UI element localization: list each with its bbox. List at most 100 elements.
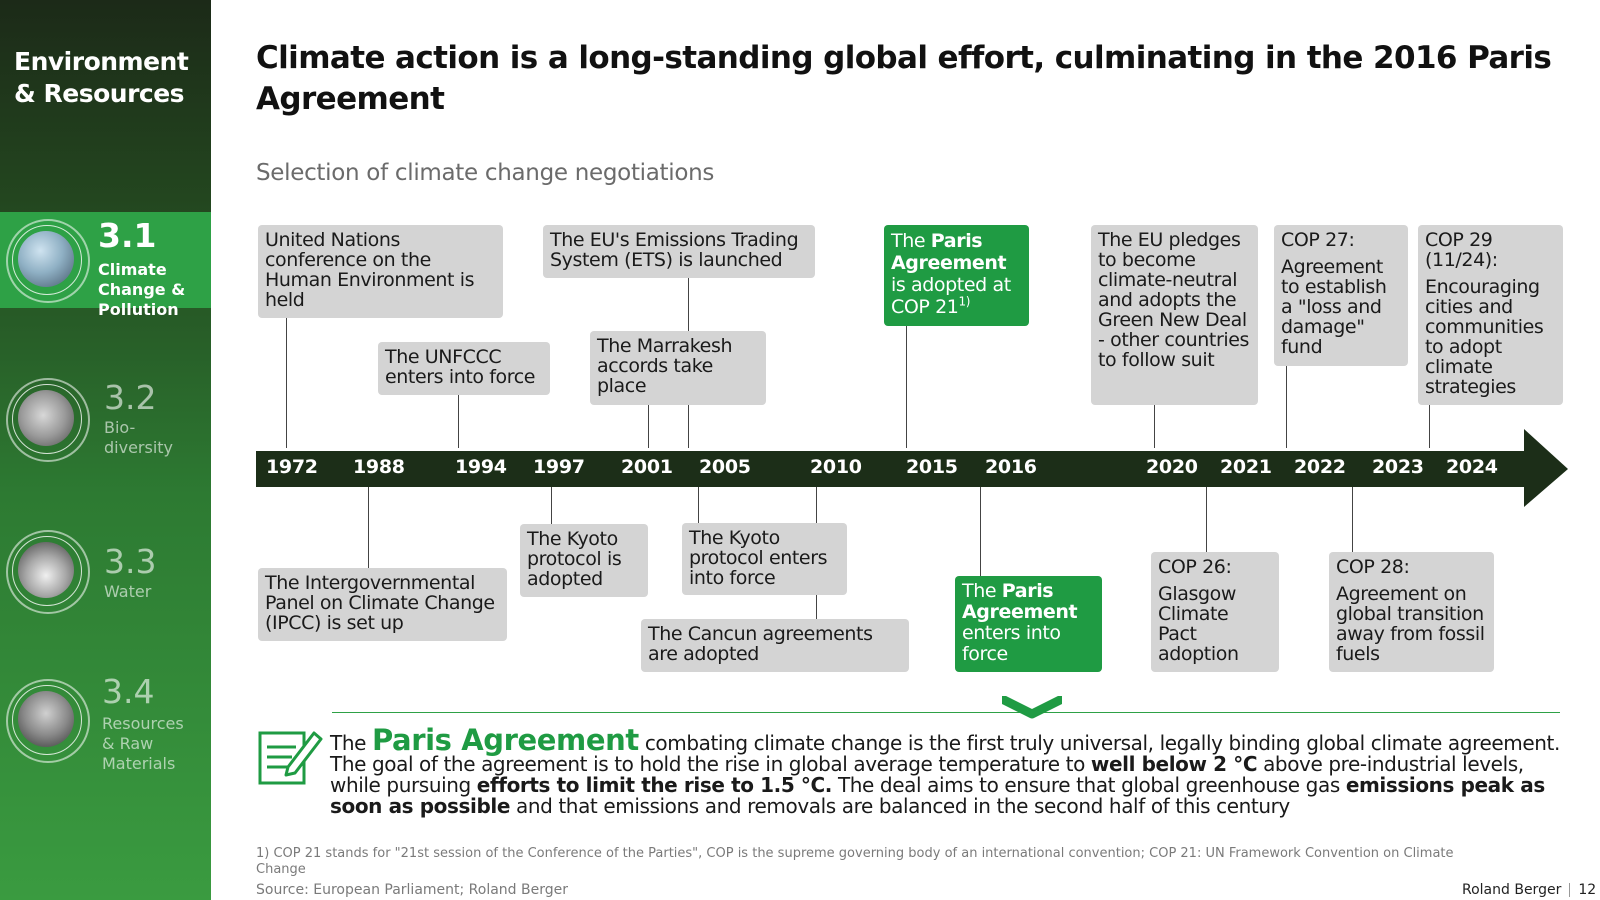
event-heading: COP 28:	[1336, 556, 1410, 578]
bird-photo-icon	[18, 390, 74, 446]
label-line: Water	[104, 582, 152, 601]
paris-agreement-summary: The Paris Agreement combating climate ch…	[330, 726, 1560, 818]
section-title-line2: & Resources	[14, 79, 185, 108]
ring-outer	[6, 378, 90, 462]
event-box-2024: COP 29 (11/24): Encouraging cities and c…	[1418, 225, 1563, 405]
paris-bold: Paris Agreement	[891, 230, 1007, 274]
label-line: & Raw	[102, 734, 154, 753]
year-label: 2010	[810, 456, 862, 478]
event-box-2023: COP 28: Agreement on global transition a…	[1329, 552, 1494, 672]
year-label: 1988	[353, 456, 405, 478]
water-thumbnail	[6, 530, 90, 614]
year-label: 2001	[621, 456, 673, 478]
sidebar-item-number: 3.2	[104, 378, 157, 417]
paris-suffix: enters into force	[962, 622, 1061, 665]
footnote: 1) COP 21 stands for "21st session of th…	[256, 846, 1454, 877]
connector-line	[906, 325, 907, 448]
connector-line	[368, 486, 369, 568]
paris-suffix: is adopted at COP 21	[891, 274, 1011, 318]
ring-inner	[12, 384, 82, 454]
event-box-2016-paris: The Paris Agreement enters into force	[955, 576, 1102, 672]
year-label: 2005	[699, 456, 751, 478]
connector-line	[551, 486, 552, 524]
year-label: 2024	[1446, 456, 1498, 478]
event-detail: Agreement on global transition away from…	[1336, 583, 1485, 665]
year-label: 2021	[1220, 456, 1272, 478]
connector-line	[286, 318, 287, 448]
divider	[1569, 883, 1571, 897]
page-subtitle: Selection of climate change negotiations	[256, 160, 715, 186]
label-line: Materials	[102, 754, 176, 773]
section-title: Environment & Resources	[14, 46, 204, 110]
event-detail: Encouraging cities and communities to ad…	[1425, 276, 1544, 398]
section-divider	[332, 712, 1560, 713]
sidebar-item-label: Water	[104, 582, 151, 602]
sidebar-item-biodiversity[interactable]: 3.2 Bio- diversity	[0, 368, 211, 464]
footnote-marker: 1)	[958, 294, 971, 309]
ring-inner	[12, 225, 82, 295]
label-line: Resources	[102, 714, 184, 733]
sidebar-item-label: Climate Change & Pollution	[98, 260, 185, 320]
connector-line	[1206, 486, 1207, 552]
sidebar-item-label: Resources & Raw Materials	[102, 714, 184, 774]
mine-photo-icon	[18, 691, 74, 747]
paris-prefix: The	[891, 230, 931, 252]
sidebar-item-climate[interactable]: 3.1 Climate Change & Pollution	[0, 212, 211, 319]
ring-outer	[6, 679, 90, 763]
ring-outer	[6, 530, 90, 614]
event-detail: Glasgow Climate Pact adoption	[1158, 583, 1239, 665]
event-box-2022: COP 27: Agreement to establish a "loss a…	[1274, 225, 1408, 366]
ring-outer	[6, 219, 90, 303]
sidebar-item-water[interactable]: 3.3 Water	[0, 524, 211, 620]
paris-prefix: The	[962, 580, 1002, 602]
sidebar-item-number: 3.1	[98, 216, 157, 255]
sidebar-item-label: Bio- diversity	[104, 418, 173, 458]
sidebar-item-number: 3.3	[104, 542, 157, 581]
year-label: 2016	[985, 456, 1037, 478]
source-note: Source: European Parliament; Roland Berg…	[256, 882, 568, 898]
summary-text: combating climate change is the first tr…	[330, 731, 1560, 776]
climate-thumbnail	[6, 219, 90, 303]
event-box-1972: United Nations conference on the Human E…	[258, 225, 503, 318]
summary-text: and that emissions and removals are bala…	[510, 794, 1290, 818]
document-edit-icon	[258, 731, 323, 785]
event-box-1997: The Kyoto protocol is adopted	[520, 524, 648, 597]
connector-line	[1352, 486, 1353, 552]
brand-name: Roland Berger	[1462, 882, 1562, 898]
event-heading: COP 29 (11/24):	[1425, 229, 1498, 271]
label-line: Climate	[98, 260, 167, 279]
factory-photo-icon	[18, 231, 74, 287]
year-label: 2020	[1146, 456, 1198, 478]
summary-heading: Paris Agreement	[371, 723, 639, 757]
resources-thumbnail	[6, 679, 90, 763]
paris-bold: Paris Agreement	[962, 580, 1078, 623]
event-box-2001: The Marrakesh accords take place	[590, 331, 766, 405]
sidebar-item-resources[interactable]: 3.4 Resources & Raw Materials	[0, 674, 211, 776]
event-heading: COP 26:	[1158, 556, 1232, 578]
page-number: 12	[1578, 882, 1597, 898]
year-label: 1994	[455, 456, 507, 478]
event-box-2005: The EU's Emissions Trading System (ETS) …	[543, 225, 815, 278]
connector-line	[648, 404, 649, 448]
connector-line	[698, 486, 699, 524]
summary-emphasis: well below 2 °C	[1090, 752, 1258, 776]
event-box-2021: COP 26: Glasgow Climate Pact adoption	[1151, 552, 1279, 672]
chevron-down-icon	[1002, 696, 1062, 719]
label-line: Pollution	[98, 300, 179, 319]
connector-line	[1154, 404, 1155, 448]
event-box-2015-paris: The Paris Agreement is adopted at COP 21…	[884, 225, 1029, 326]
year-label: 2023	[1372, 456, 1424, 478]
event-box-2005-kyoto: The Kyoto protocol enters into force	[682, 523, 847, 595]
summary-emphasis: efforts to limit the rise to 1.5 °C.	[476, 773, 833, 797]
event-box-2010: The Cancun agreements are adopted	[641, 619, 909, 672]
sidebar-item-number: 3.4	[102, 672, 155, 711]
label-line: diversity	[104, 438, 174, 457]
event-box-1994: The UNFCCC enters into force	[378, 342, 550, 395]
label-line: Bio-	[104, 418, 136, 437]
connector-line	[1286, 364, 1287, 448]
connector-line	[980, 486, 981, 576]
section-title-line1: Environment	[14, 47, 189, 76]
summary-text: The deal aims to ensure that global gree…	[832, 773, 1346, 797]
summary-emphasis: emissions peak as soon as possible	[330, 773, 1545, 818]
brand-footer: Roland Berger 12	[1462, 882, 1596, 898]
